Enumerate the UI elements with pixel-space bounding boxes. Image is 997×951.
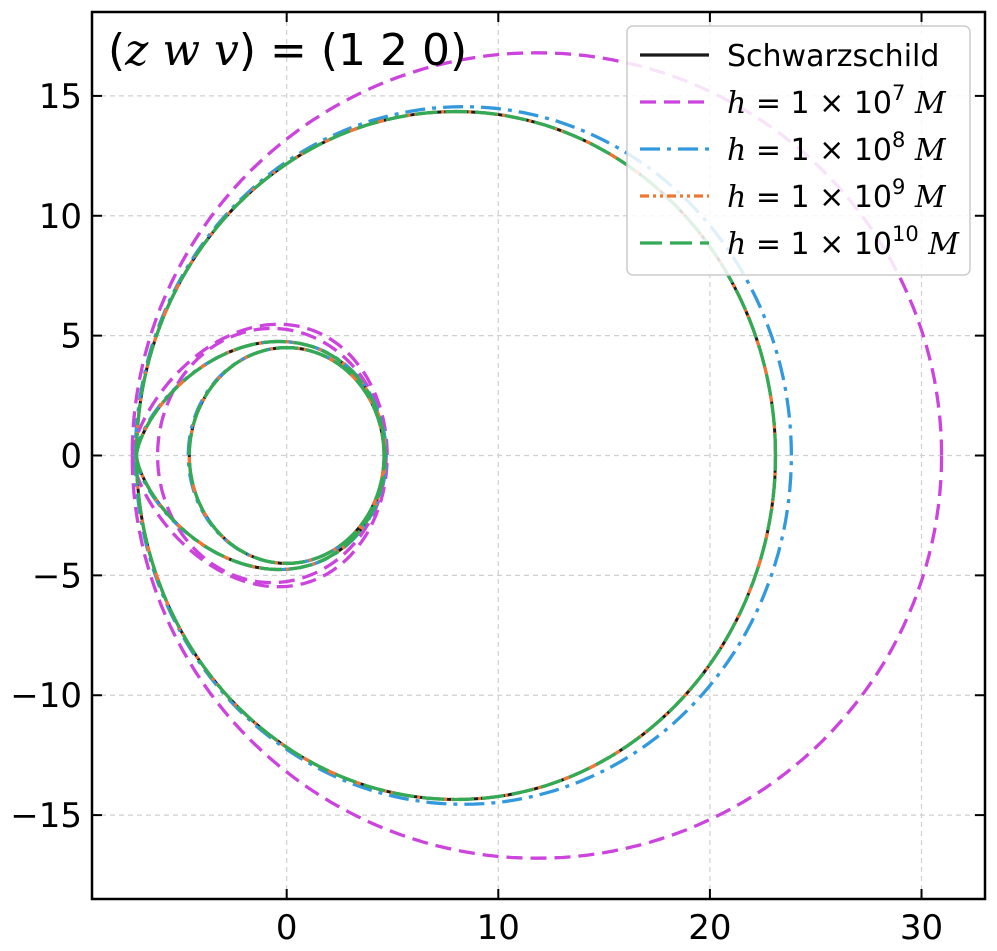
y-tick-label: 5: [60, 317, 82, 357]
y-tick-label: 0: [60, 437, 82, 477]
x-tick-label: 10: [477, 908, 520, 948]
legend-item: h = 1 × 1010 M: [640, 222, 960, 262]
legend-item: h = 1 × 107 M: [640, 81, 947, 121]
axis-ticks: 0 10 20 30 −15 −10 −5 0 5 10 15: [10, 12, 985, 948]
legend-label: h = 1 × 1010 M: [727, 222, 960, 262]
series-inner-loop: [187, 345, 386, 566]
legend-label: h = 1 × 108 M: [727, 128, 947, 168]
x-tick-label: 30: [900, 908, 943, 948]
series-4: [134, 109, 778, 802]
legend-box: [626, 25, 971, 276]
chart-annotation: (z w v) = (1 2 0): [108, 25, 467, 76]
legend: Schwarzschild h = 1 × 107 M h = 1 × 108 M h…: [626, 25, 971, 276]
y-tick-label: −5: [32, 556, 82, 596]
y-tick-label: −10: [10, 676, 82, 716]
legend-label: h = 1 × 109 M: [727, 175, 947, 215]
series-petal-loop: [130, 322, 389, 589]
x-tick-label: 20: [688, 908, 731, 948]
legend-item: h = 1 × 108 M: [640, 128, 947, 168]
legend-item: Schwarzschild: [640, 39, 939, 74]
y-tick-label: 15: [39, 77, 82, 117]
series-lines: [130, 51, 944, 860]
series-outer-loop: [134, 109, 778, 802]
legend-label: Schwarzschild: [727, 39, 939, 74]
y-tick-label: 10: [39, 197, 82, 237]
series-inner-loop: [155, 326, 388, 585]
legend-label: h = 1 × 107 M: [727, 81, 947, 121]
y-tick-label: −15: [10, 796, 82, 836]
x-tick-label: 0: [276, 908, 298, 948]
legend-item: h = 1 × 109 M: [640, 175, 947, 215]
